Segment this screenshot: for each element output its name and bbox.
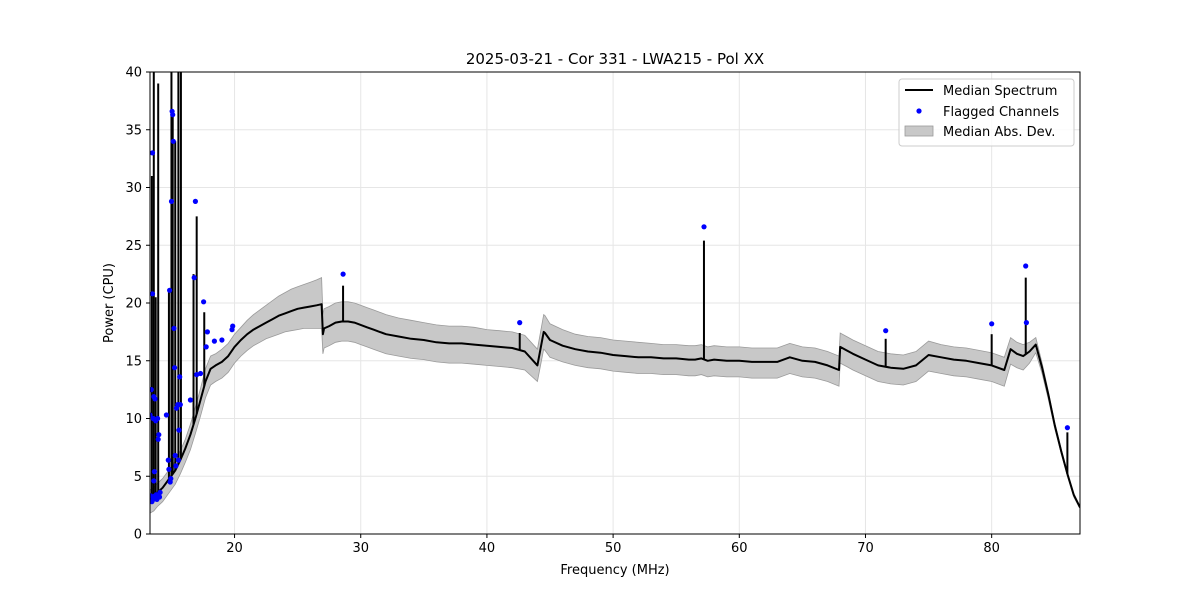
- y-tick-label: 0: [134, 528, 142, 543]
- flagged-point: [167, 287, 173, 293]
- mad-band: [150, 276, 1080, 514]
- flagged-point: [175, 457, 181, 463]
- x-tick-label: 80: [983, 541, 1000, 556]
- x-tick-label: 60: [731, 541, 748, 556]
- legend-mad-swatch: [904, 125, 934, 137]
- flagged-point: [155, 436, 161, 442]
- x-tick-label: 30: [352, 541, 369, 556]
- x-tick-label: 20: [226, 541, 243, 556]
- flagged-point: [176, 427, 182, 433]
- flagged-point: [177, 402, 183, 408]
- spike-lines: [150, 72, 1069, 499]
- flagged-point: [1064, 425, 1070, 431]
- chart-title: 2025-03-21 - Cor 331 - LWA215 - Pol XX: [466, 50, 764, 68]
- y-axis-label: Power (CPU): [102, 263, 117, 343]
- y-tick-label: 10: [125, 412, 142, 427]
- flagged-point: [165, 457, 171, 463]
- flagged-point: [192, 198, 198, 204]
- flagged-point: [155, 415, 161, 422]
- flagged-point: [187, 397, 193, 403]
- flagged-point: [166, 466, 172, 472]
- plot-area: [150, 72, 1080, 514]
- flagged-point: [517, 320, 523, 326]
- flagged-point: [170, 112, 176, 118]
- y-tick-label: 15: [125, 354, 142, 369]
- flagged-point: [211, 338, 217, 344]
- y-tick-label: 30: [125, 181, 142, 196]
- flagged-point: [150, 150, 156, 156]
- flagged-point: [157, 489, 163, 495]
- legend-flagged-swatch: [916, 108, 922, 114]
- flagged-point: [203, 344, 209, 350]
- x-tick-label: 50: [605, 541, 622, 556]
- flagged-point: [156, 494, 163, 500]
- flagged-point: [1023, 320, 1029, 326]
- flagged-point: [191, 275, 197, 281]
- flagged-point: [151, 469, 157, 475]
- legend-box: [898, 78, 1075, 147]
- legend-mad-label: Median Abs. Dev.: [943, 125, 1055, 140]
- y-tick-label: 35: [125, 123, 142, 138]
- legend: Median Spectrum Flagged Channels Median …: [898, 78, 1075, 147]
- flagged-points: [150, 108, 1070, 505]
- y-tick-label: 40: [125, 66, 142, 81]
- flagged-point: [151, 478, 157, 484]
- flagged-point: [172, 365, 178, 371]
- y-tick-label: 25: [125, 239, 142, 254]
- x-axis-label: Frequency (MHz): [560, 563, 669, 578]
- flagged-point: [150, 291, 156, 297]
- legend-flagged-label: Flagged Channels: [943, 105, 1059, 120]
- flagged-point: [156, 432, 162, 438]
- flagged-point: [173, 463, 179, 469]
- flagged-point: [219, 337, 225, 343]
- median-line: [150, 303, 1080, 508]
- flagged-point: [197, 370, 204, 377]
- flagged-point: [883, 328, 889, 334]
- x-axis-ticks: 20 30 40 50 60 70 80: [226, 534, 1000, 556]
- x-tick-label: 40: [479, 541, 496, 556]
- x-tick-label: 70: [857, 541, 874, 556]
- flagged-point: [170, 138, 176, 144]
- y-axis-ticks: 0 5 10 15 20 25 30 35 40: [125, 66, 150, 543]
- flagged-point: [1023, 263, 1029, 269]
- flagged-point: [204, 329, 210, 335]
- y-tick-label: 20: [125, 297, 142, 312]
- flagged-point: [340, 271, 346, 277]
- flagged-point: [230, 323, 236, 329]
- flagged-point: [989, 321, 995, 327]
- flagged-point: [201, 299, 207, 305]
- flagged-point: [152, 396, 158, 402]
- flagged-point: [172, 452, 178, 459]
- flagged-point: [171, 325, 177, 331]
- legend-median-label: Median Spectrum: [943, 84, 1057, 99]
- flagged-point: [701, 224, 707, 230]
- flagged-point: [177, 374, 183, 380]
- flagged-point: [150, 387, 154, 393]
- flagged-point: [163, 412, 169, 418]
- flagged-point: [168, 476, 174, 482]
- y-tick-label: 5: [134, 470, 142, 485]
- flagged-point: [168, 198, 175, 204]
